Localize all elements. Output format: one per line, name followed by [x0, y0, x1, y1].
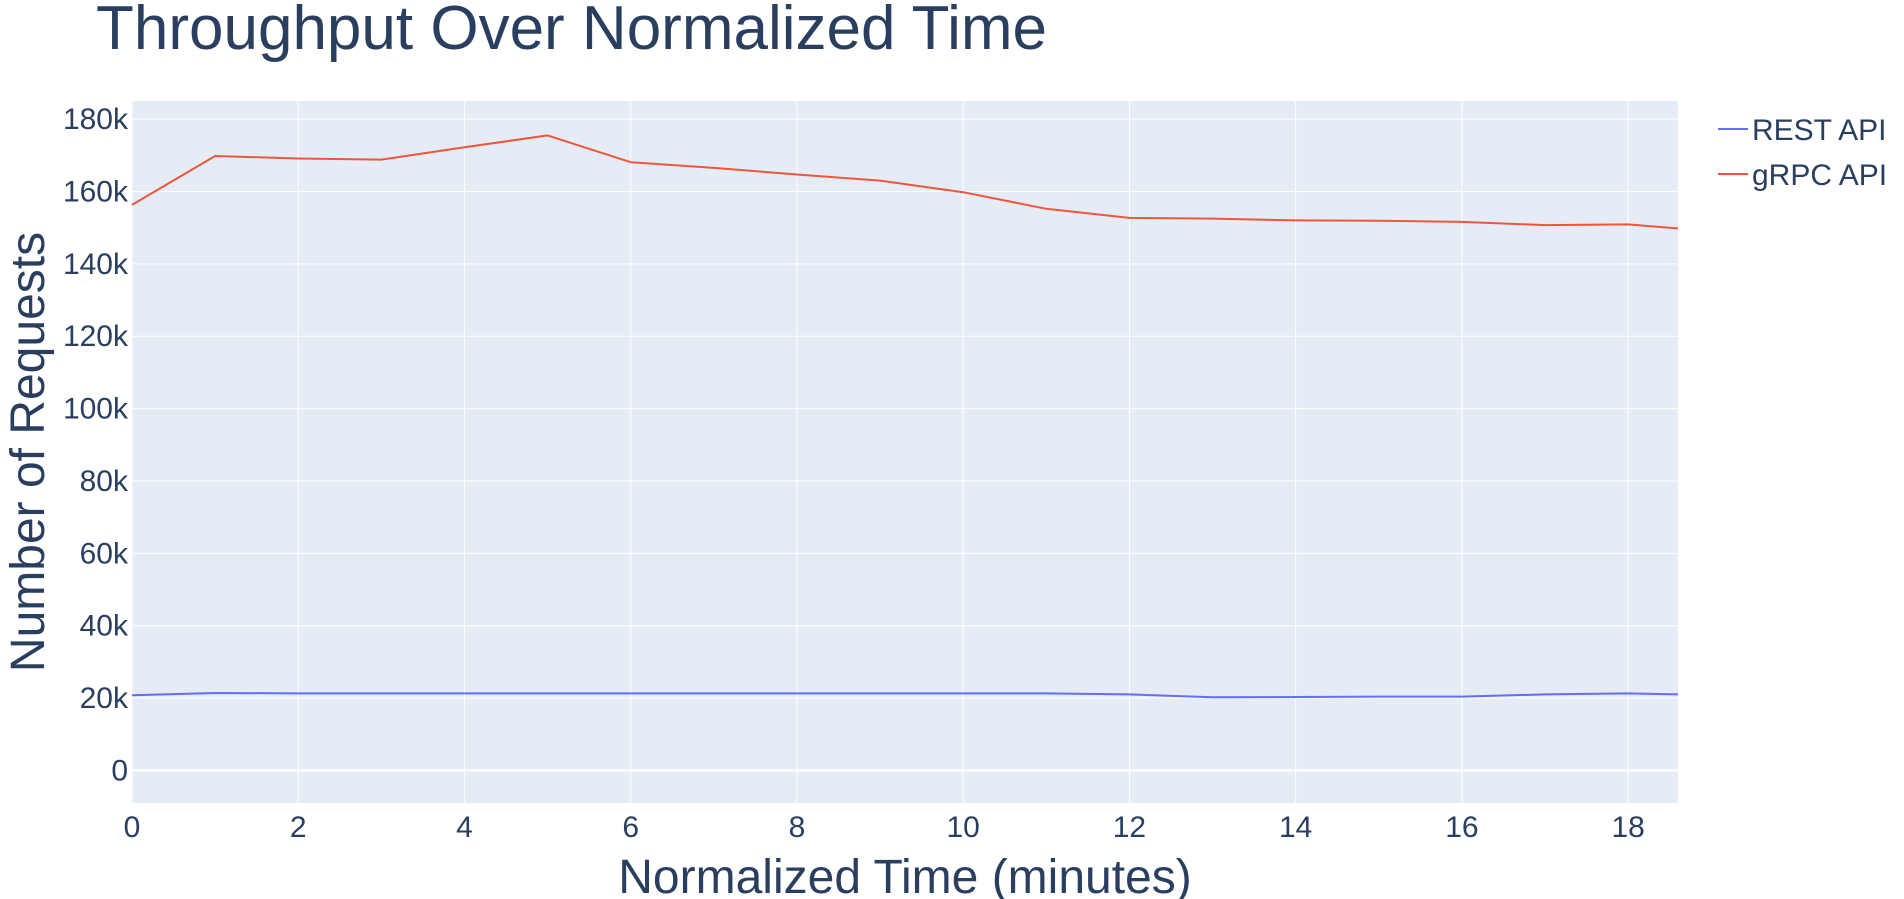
- legend-label: REST API: [1752, 114, 1887, 147]
- series-lines: [131, 134, 1679, 699]
- y-tick-label: 160k: [63, 175, 129, 208]
- y-tick-label: 140k: [63, 248, 129, 281]
- y-tick-label: 0: [111, 754, 128, 787]
- y-tick-label: 60k: [80, 537, 129, 570]
- x-tick-label: 18: [1611, 811, 1644, 844]
- legend-item[interactable]: gRPC API: [1718, 159, 1887, 192]
- legend-item[interactable]: REST API: [1718, 114, 1887, 147]
- x-tick-label: 10: [946, 811, 979, 844]
- y-tick-label: 180k: [63, 103, 129, 136]
- x-tick-label: 6: [622, 811, 639, 844]
- y-tick-label: 100k: [63, 393, 129, 426]
- x-tick-label: 4: [456, 811, 473, 844]
- x-tick-label: 12: [1113, 811, 1146, 844]
- x-tick-label: 2: [290, 811, 307, 844]
- y-tick-label: 120k: [63, 320, 129, 353]
- legend-label: gRPC API: [1752, 159, 1887, 192]
- x-tick-label: 14: [1279, 811, 1312, 844]
- plot-area: [132, 101, 1678, 803]
- x-axis-title: Normalized Time (minutes): [618, 851, 1191, 899]
- series-line-rest-api: [131, 692, 1679, 699]
- x-tick-label: 0: [124, 811, 141, 844]
- y-tick-label: 80k: [80, 465, 129, 498]
- legend: REST API gRPC API: [1718, 114, 1887, 192]
- y-tick-label: 40k: [80, 610, 129, 643]
- gridlines: [131, 101, 1678, 803]
- chart-title: Throughput Over Normalized Time: [96, 0, 1047, 63]
- y-tick-label: 20k: [80, 682, 129, 715]
- x-tick-label: 8: [789, 811, 806, 844]
- y-axis-title: Number of Requests: [2, 232, 55, 672]
- x-axis-ticks: 0 2 4 6 8 10 12 14 16 18: [124, 811, 1645, 844]
- series-line-grpc-api: [131, 134, 1679, 230]
- x-tick-label: 16: [1445, 811, 1478, 844]
- y-axis-ticks: 0 20k 40k 60k 80k 100k 120k 140k 160k 180k: [63, 103, 129, 787]
